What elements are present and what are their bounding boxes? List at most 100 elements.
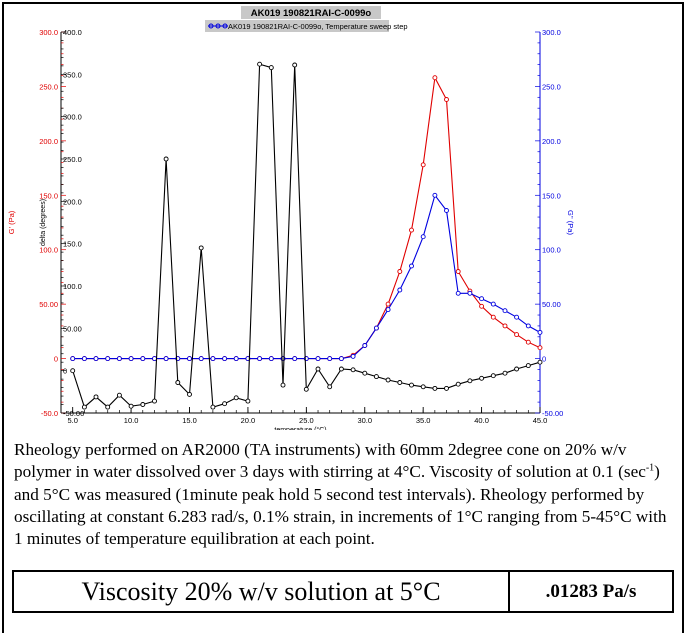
gdoubleprime-point (409, 263, 414, 269)
delta-tick-label: 100.0 (63, 282, 82, 291)
gprime-point (525, 339, 531, 345)
gprime-tick-label: 50.00 (39, 300, 58, 309)
gprime-tick-label: 150.0 (39, 191, 58, 200)
x-tick-label: 25.0 (299, 416, 314, 425)
gdoubleprime-tick-label: 300.0 (542, 28, 561, 37)
gdoubleprime-point (397, 287, 403, 293)
delta-tick-label: 250.0 (63, 155, 82, 164)
x-tick-label: 20.0 (241, 416, 256, 425)
gprime-series-line (72, 75, 541, 360)
delta-point (432, 385, 438, 391)
delta-point (362, 370, 368, 376)
gprime-axis-title: G' (Pa) (7, 210, 16, 234)
gdoubleprime-point (163, 356, 169, 362)
method-description: Rheology performed on AR2000 (TA instrum… (14, 439, 674, 550)
delta-point (210, 404, 216, 410)
delta-point (385, 377, 391, 383)
chart-header: AK019 190821RAI-C-0099o AK019 190821RAI-… (205, 6, 408, 32)
gdoubleprime-tick-label: 0 (542, 355, 546, 364)
gdoubleprime-series-line (72, 194, 541, 360)
gprime-point (502, 323, 508, 329)
gdoubleprime-point (268, 356, 274, 362)
gdoubleprime-point (152, 356, 157, 362)
x-tick-label: 35.0 (416, 416, 431, 425)
x-tick-label: 10.0 (124, 416, 139, 425)
gdoubleprime-point (467, 290, 473, 296)
rheology-chart: 5.0 10.0 15.0 20.0 25.0 30.0 35.0 40.0 45.0 tempe… (7, 6, 575, 430)
gprime-tick-label: -50.0 (41, 409, 58, 418)
delta-point (70, 368, 76, 374)
delta-point (514, 366, 520, 372)
delta-point (467, 378, 473, 384)
gdoubleprime-tick-label: -50.00 (542, 409, 563, 418)
gprime-point (490, 314, 496, 320)
gdoubleprime-point (81, 356, 87, 362)
gprime-tick-label: 300.0 (39, 28, 58, 37)
gdoubleprime-point (292, 356, 298, 362)
chart-title-box (241, 6, 381, 19)
gdoubleprime-point (502, 308, 508, 314)
gdoubleprime-point (187, 356, 192, 362)
delta-point (222, 401, 228, 407)
gdoubleprime-point (210, 356, 216, 362)
gdoubleprime-point (373, 325, 379, 331)
delta-point (81, 404, 87, 410)
gprime-tick-label: 200.0 (39, 137, 58, 146)
gprime-point (409, 227, 414, 233)
axes-layer: 5.0 10.0 15.0 20.0 25.0 30.0 35.0 40.0 45.0 tempe… (7, 28, 575, 430)
gprime-point (479, 303, 485, 309)
gprime-point (455, 269, 461, 274)
gdoubleprime-tick-label: 100.0 (542, 246, 561, 255)
gprime-point (420, 162, 426, 168)
delta-point (268, 65, 274, 71)
delta-point (444, 385, 449, 391)
gprime-tick-label: 250.0 (39, 82, 58, 91)
x-tick-label: 15.0 (182, 416, 197, 425)
delta-point (502, 370, 508, 376)
description-superscript: -1 (645, 462, 655, 474)
delta-point (303, 386, 309, 392)
delta-tick-label: 0 (63, 367, 67, 376)
gdoubleprime-point (350, 353, 356, 359)
delta-point (280, 382, 286, 388)
gdoubleprime-point (490, 301, 496, 307)
delta-point (93, 394, 99, 400)
gdoubleprime-point (385, 307, 391, 313)
gdoubleprime-axis-title: G'' (Pa) (566, 210, 575, 235)
delta-point (537, 359, 543, 365)
gdoubleprime-tick-label: 50.00 (542, 300, 561, 309)
gdoubleprime-point (479, 296, 485, 302)
gdoubleprime-point (140, 356, 146, 362)
gdoubleprime-point (315, 356, 321, 362)
delta-tick-label: 350.0 (63, 70, 82, 79)
legend-entry: AK019 190821RAI-C-0099o, Temperature swe… (228, 22, 408, 31)
gdoubleprime-point (420, 234, 426, 240)
gdoubleprime-point (198, 356, 204, 362)
gprime-point (514, 332, 520, 338)
gdoubleprime-point (327, 356, 333, 362)
delta-axis-title: delta (degrees) (40, 199, 47, 246)
gprime-point (432, 75, 438, 81)
delta-point (525, 363, 531, 369)
series-layer (70, 61, 543, 410)
delta-point (350, 367, 356, 373)
delta-point (292, 62, 298, 68)
gprime-tick-label: 100.0 (39, 246, 58, 255)
delta-point (257, 61, 263, 67)
delta-point (327, 384, 333, 390)
delta-point (409, 382, 414, 388)
delta-point (233, 395, 239, 401)
gdoubleprime-point (537, 329, 543, 335)
delta-tick-label: 300.0 (63, 113, 82, 122)
gdoubleprime-point (362, 343, 368, 348)
x-tick-label: 45.0 (533, 416, 548, 425)
delta-point (187, 391, 192, 397)
delta-point (420, 384, 426, 390)
delta-point (140, 402, 146, 407)
gdoubleprime-point (257, 356, 263, 362)
delta-point (175, 380, 181, 385)
x-tick-label: 5.0 (67, 416, 77, 425)
gdoubleprime-point (70, 356, 76, 362)
gprime-point (444, 97, 449, 102)
